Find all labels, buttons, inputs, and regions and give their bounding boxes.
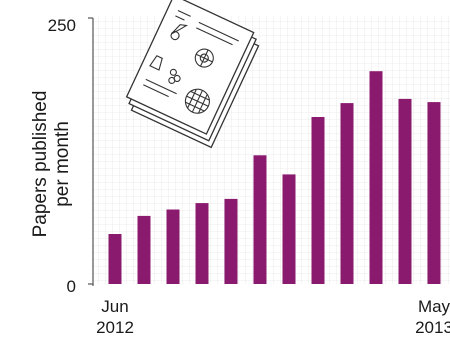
- bar-1: [108, 234, 122, 284]
- x-tick-label-month-2: May: [418, 297, 450, 316]
- x-tick-label-month-1: Jun: [101, 297, 128, 316]
- bar-8: [311, 117, 325, 284]
- y-axis-title-line-1: Papers published: [30, 91, 51, 238]
- bar-12: [427, 102, 441, 284]
- y-axis-title: Papers published per month: [30, 91, 73, 238]
- bar-9: [340, 103, 354, 284]
- bar-5: [224, 198, 238, 284]
- bar-2: [137, 215, 151, 284]
- bar-10: [369, 71, 383, 284]
- x-tick-label-year-2: 2013: [415, 318, 450, 337]
- y-tick-label-bottom: 0: [67, 277, 76, 296]
- x-ticks-group: Jun 2012 May 2013: [96, 297, 450, 337]
- bars-group: [108, 71, 441, 285]
- x-tick-label-year-1: 2012: [96, 318, 134, 337]
- bar-4: [195, 203, 209, 284]
- y-axis-title-line-2: per month: [52, 121, 73, 207]
- bar-11: [398, 98, 412, 285]
- bar-3: [166, 209, 180, 284]
- stacked-paper-sheets-icon: [125, 0, 260, 149]
- y-tick-label-top: 250: [48, 16, 76, 35]
- bar-7: [282, 174, 296, 284]
- bar-6: [253, 155, 267, 284]
